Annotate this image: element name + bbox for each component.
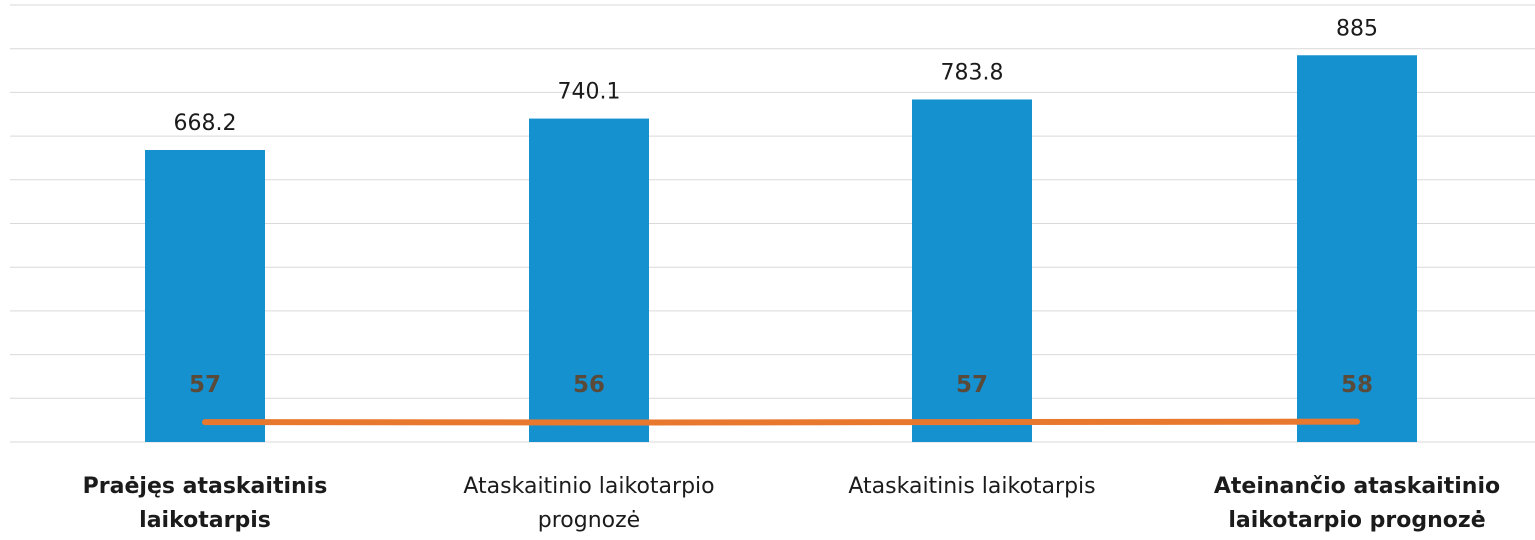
category-label-line: Praėjęs ataskaitinis laikotarpis [82,474,328,533]
line-path [202,418,1360,426]
bar-value-label: 740.1 [558,80,621,105]
line-value-label: 58 [1341,372,1373,398]
bar [1297,55,1417,442]
bar [912,99,1032,442]
line-value-label: 57 [189,372,221,398]
line-value-label: 56 [573,372,605,398]
category-label: Ateinančio ataskaitinio laikotarpio progn… [1187,470,1527,538]
bar-value-label: 783.8 [941,60,1004,85]
line-value-labels: 57 56 57 58 [189,372,1373,398]
category-label: Ataskaitinio laikotarpio prognozė [419,470,759,538]
bar-value-labels: 668.2 740.1 783.8 885 [174,16,1378,136]
bar [145,149,265,443]
category-label: Ataskaitinis laikotarpis [802,470,1142,504]
bar-value-label: 885 [1336,16,1378,41]
category-label-line: laikotarpio prognozė [1228,508,1486,533]
category-label-line: Ateinančio ataskaitinio [1213,474,1501,499]
category-label-line: Ataskaitinio laikotarpio [463,474,715,499]
bar-series [145,55,1417,443]
category-label: Praėjęs ataskaitinis laikotarpis [35,470,375,538]
line-value-label: 57 [956,372,988,398]
bar [529,118,649,443]
bar-value-label: 668.2 [174,111,237,136]
category-label-line: Ataskaitinis laikotarpis [848,474,1096,499]
line-series [202,418,1360,426]
category-label-line: prognozė [537,508,641,533]
